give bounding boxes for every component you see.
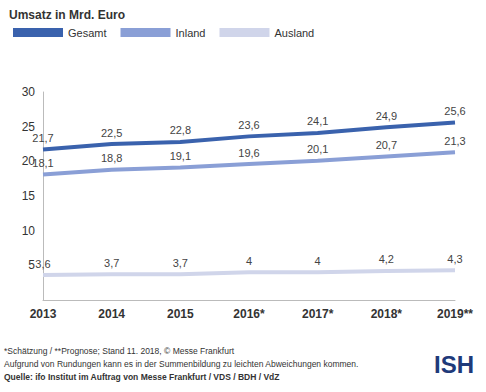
svg-text:2017*: 2017* <box>302 307 334 321</box>
svg-text:4: 4 <box>246 255 252 267</box>
svg-text:2016*: 2016* <box>233 307 265 321</box>
svg-text:3,6: 3,6 <box>35 258 50 270</box>
svg-text:20,7: 20,7 <box>376 139 397 151</box>
svg-text:20: 20 <box>21 154 35 169</box>
svg-text:21,7: 21,7 <box>32 132 53 144</box>
svg-text:19,6: 19,6 <box>238 147 259 159</box>
svg-text:2014: 2014 <box>98 307 125 321</box>
svg-text:22,8: 22,8 <box>170 124 191 136</box>
svg-text:4: 4 <box>315 255 321 267</box>
svg-text:10: 10 <box>22 224 36 238</box>
svg-text:*Schätzung / **Prognose; Stand: *Schätzung / **Prognose; Stand 11. 2018,… <box>4 346 235 356</box>
svg-text:23,6: 23,6 <box>238 119 259 131</box>
svg-text:20,1: 20,1 <box>307 143 328 155</box>
svg-text:19,1: 19,1 <box>170 150 191 162</box>
svg-text:Gesamt: Gesamt <box>68 27 107 39</box>
svg-text:2013: 2013 <box>30 307 57 321</box>
svg-text:24,1: 24,1 <box>307 115 328 127</box>
svg-text:Ausland: Ausland <box>274 27 314 39</box>
svg-text:18,8: 18,8 <box>101 152 122 164</box>
svg-text:Quelle: ifo Institut im Auftra: Quelle: ifo Institut im Auftrag von Mess… <box>4 372 280 382</box>
svg-text:3,7: 3,7 <box>173 257 188 269</box>
svg-text:24,9: 24,9 <box>376 110 397 122</box>
svg-text:21,3: 21,3 <box>444 135 465 147</box>
svg-text:2015: 2015 <box>167 307 194 321</box>
svg-text:4,3: 4,3 <box>447 253 462 265</box>
svg-text:30: 30 <box>22 85 36 99</box>
svg-text:Umsatz in Mrd. Euro: Umsatz in Mrd. Euro <box>9 8 125 22</box>
svg-text:18,1: 18,1 <box>32 157 53 169</box>
svg-text:2019**: 2019** <box>437 307 473 321</box>
svg-text:5: 5 <box>28 258 35 272</box>
svg-text:4,2: 4,2 <box>379 253 394 265</box>
svg-text:25,6: 25,6 <box>444 105 465 117</box>
svg-text:2018*: 2018* <box>371 307 403 321</box>
svg-text:Aufgrund von Rundungen kann es: Aufgrund von Rundungen kann es in der Su… <box>4 359 358 369</box>
svg-text:15: 15 <box>22 189 36 203</box>
svg-text:3,7: 3,7 <box>104 257 119 269</box>
svg-text:25: 25 <box>21 119 35 134</box>
svg-text:22,5: 22,5 <box>101 127 122 139</box>
svg-text:Inland: Inland <box>176 27 206 39</box>
svg-text:ISH: ISH <box>434 351 474 378</box>
